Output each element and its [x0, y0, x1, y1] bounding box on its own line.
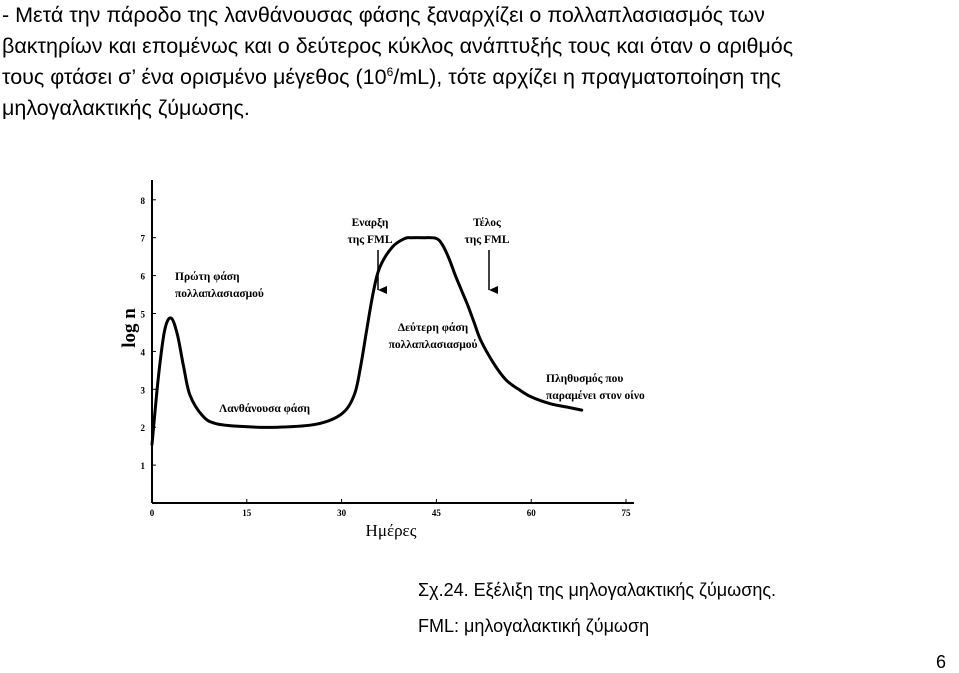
- annotation-fml-start: της FML: [347, 234, 392, 246]
- annotation-fml-start: Εναρξη: [352, 216, 389, 229]
- chart-annotations: Πρώτη φάση πολλαπλασιασμού Λανθάνουσα φάση…: [175, 216, 645, 415]
- x-tick-label: 30: [337, 508, 347, 518]
- annotation-first-phase: πολλαπλασιασμού: [175, 287, 264, 300]
- x-tick-label: 75: [622, 508, 632, 518]
- paragraph-line-3b: /mL), τότε αρχίζει η πραγματοποίηση της: [393, 65, 782, 89]
- abbreviation-note: FML: μηλογαλακτική ζύμωση: [418, 616, 650, 636]
- y-tick-label: 2: [141, 423, 146, 433]
- figure-caption: Σχ.24. Εξέλιξη της μηλογαλακτικής ζύμωση…: [418, 580, 777, 600]
- annotation-lag-phase: Λανθάνουσα φάση: [219, 402, 310, 415]
- growth-curve: [150, 236, 584, 446]
- page-number: 6: [936, 652, 947, 672]
- y-tick-label: 4: [141, 347, 146, 357]
- y-tick-label: 5: [141, 310, 146, 320]
- paragraph-line-3a: τους φτάσει σ’ ένα ορισμένο μέγεθος (10: [2, 65, 387, 89]
- y-tick-label: 1: [141, 461, 146, 471]
- paragraph-line-4: μηλογαλακτικής ζύμωσης.: [2, 96, 250, 120]
- annotation-fml-end: της FML: [464, 234, 509, 246]
- y-axis-label: log n: [119, 308, 140, 348]
- body-paragraph: - Μετά την πάροδο της λανθάνουσας φάσης …: [2, 0, 957, 124]
- annotation-first-phase: Πρώτη φάση: [175, 270, 240, 283]
- x-tick-label: 60: [527, 508, 537, 518]
- y-tick-label: 3: [141, 385, 146, 395]
- chart-axes: [151, 180, 634, 504]
- annotation-second-phase: Δεύτερη φάση: [398, 321, 469, 334]
- x-tick-label: 0: [150, 508, 155, 518]
- x-tick-label: 45: [432, 508, 442, 518]
- y-tick-label: 8: [141, 196, 146, 206]
- x-axis-label: Ημέρες: [366, 521, 417, 540]
- y-tick-label: 6: [141, 272, 146, 282]
- paragraph-line-3: τους φτάσει σ’ ένα ορισμένο μέγεθος (106…: [2, 62, 957, 93]
- annotation-fml-end: Τέλος: [473, 216, 501, 229]
- annotation-remaining-population: Πληθυσμός που: [546, 372, 623, 385]
- annotation-second-phase: πολλαπλασιασμού: [389, 338, 478, 351]
- annotation-remaining-population: παραμένει στον οίνο: [546, 389, 645, 402]
- y-tick-label: 7: [141, 234, 146, 244]
- x-tick-label: 15: [242, 508, 252, 518]
- paragraph-line-1: - Μετά την πάροδο της λανθάνουσας φάσης …: [2, 3, 765, 27]
- exponent: 6: [386, 65, 394, 79]
- paragraph-line-2: βακτηρίων και επομένως και ο δεύτερος κύ…: [2, 34, 794, 58]
